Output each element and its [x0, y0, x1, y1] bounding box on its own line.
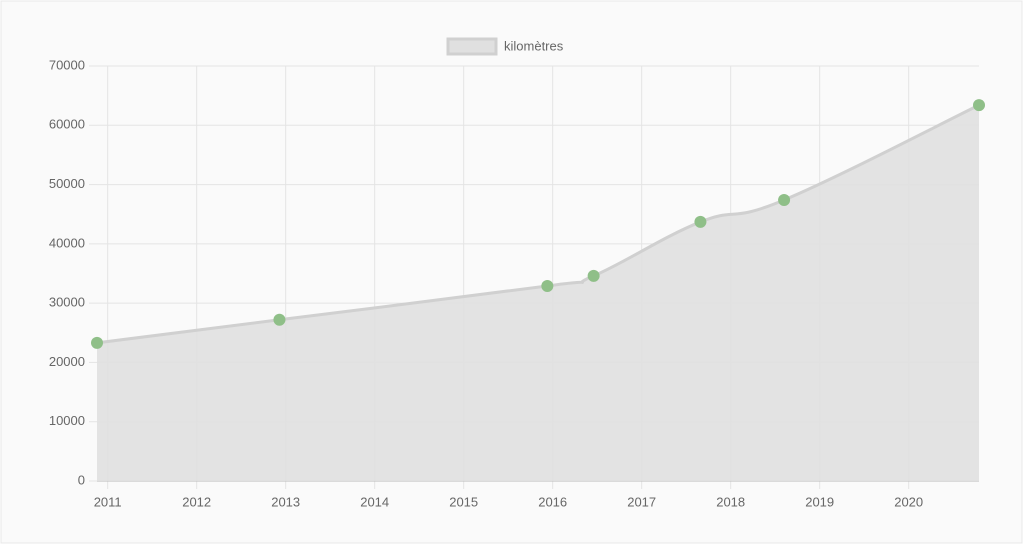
x-tick-label: 2014: [360, 494, 389, 509]
point: [778, 193, 791, 206]
y-tick-label: 30000: [49, 295, 85, 310]
point: [91, 336, 103, 349]
y-tick-label: 60000: [49, 117, 85, 132]
x-tick-label: 2011: [94, 494, 122, 509]
x-tick-label: 2017: [627, 494, 656, 509]
x-tick-label: 2012: [182, 494, 211, 509]
x-tick-label: 2013: [271, 494, 300, 509]
y-tick-label: 0: [78, 472, 85, 487]
y-tick-label: 40000: [49, 235, 85, 250]
legend-label: kilomètres: [504, 38, 564, 53]
y-tick-label: 10000: [49, 413, 85, 428]
point: [694, 215, 707, 228]
x-tick-label: 2018: [716, 494, 745, 509]
y-tick-label: 70000: [49, 57, 85, 72]
point: [273, 313, 286, 326]
legend-swatch: [446, 37, 498, 56]
point: [541, 279, 554, 292]
y-tick-label: 20000: [49, 354, 85, 369]
x-tick-label: 2015: [449, 494, 478, 509]
point: [973, 99, 985, 112]
point: [587, 269, 600, 282]
area: [97, 105, 979, 481]
x-tick-label: 2020: [894, 494, 923, 509]
x-tick-label: 2019: [805, 494, 834, 509]
x-tick-label: 2016: [538, 494, 567, 509]
y-tick-label: 50000: [49, 176, 85, 191]
